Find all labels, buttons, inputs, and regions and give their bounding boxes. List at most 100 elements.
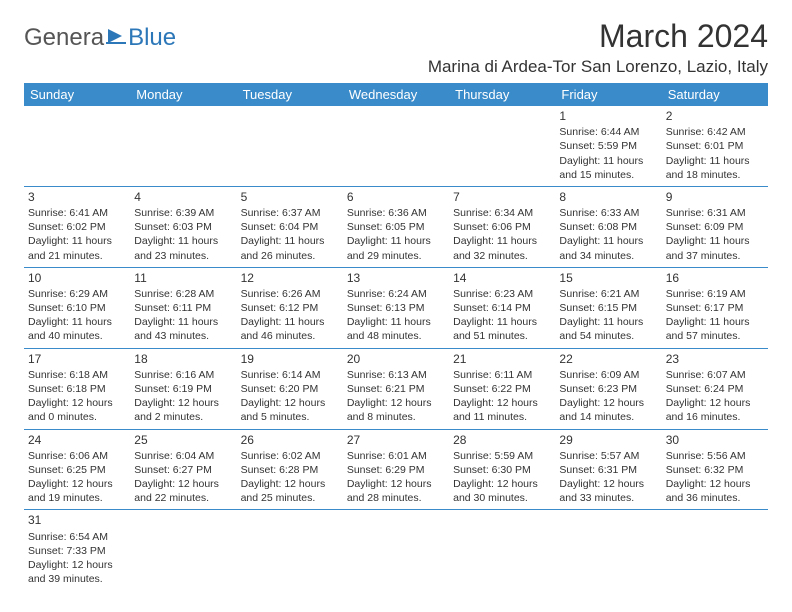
day-number: 23 — [666, 351, 764, 367]
sunset-line: Sunset: 6:32 PM — [666, 463, 764, 477]
day-number: 18 — [134, 351, 232, 367]
calendar-cell — [24, 106, 130, 186]
sunrise-line: Sunrise: 6:26 AM — [241, 287, 339, 301]
daylight-line: Daylight: 11 hours and 48 minutes. — [347, 315, 445, 343]
daylight-line: Daylight: 11 hours and 26 minutes. — [241, 234, 339, 262]
logo: Genera Blue — [24, 24, 176, 52]
weekday-header-row: Sunday Monday Tuesday Wednesday Thursday… — [24, 83, 768, 106]
calendar-cell: 6Sunrise: 6:36 AMSunset: 6:05 PMDaylight… — [343, 186, 449, 267]
day-number: 31 — [28, 512, 126, 528]
sunset-line: Sunset: 6:04 PM — [241, 220, 339, 234]
calendar-cell: 16Sunrise: 6:19 AMSunset: 6:17 PMDayligh… — [662, 267, 768, 348]
daylight-line: Daylight: 12 hours and 19 minutes. — [28, 477, 126, 505]
calendar-cell: 10Sunrise: 6:29 AMSunset: 6:10 PMDayligh… — [24, 267, 130, 348]
sunset-line: Sunset: 6:13 PM — [347, 301, 445, 315]
title-block: March 2024 Marina di Ardea-Tor San Loren… — [428, 18, 768, 77]
sunset-line: Sunset: 6:24 PM — [666, 382, 764, 396]
sunrise-line: Sunrise: 6:23 AM — [453, 287, 551, 301]
logo-text-blue: Blue — [128, 24, 176, 52]
sunset-line: Sunset: 6:12 PM — [241, 301, 339, 315]
sunrise-line: Sunrise: 6:11 AM — [453, 368, 551, 382]
daylight-line: Daylight: 12 hours and 8 minutes. — [347, 396, 445, 424]
sunset-line: Sunset: 6:09 PM — [666, 220, 764, 234]
calendar-cell: 19Sunrise: 6:14 AMSunset: 6:20 PMDayligh… — [237, 348, 343, 429]
sunrise-line: Sunrise: 6:14 AM — [241, 368, 339, 382]
calendar-cell: 4Sunrise: 6:39 AMSunset: 6:03 PMDaylight… — [130, 186, 236, 267]
sunrise-line: Sunrise: 6:34 AM — [453, 206, 551, 220]
calendar-row: 31Sunrise: 6:54 AMSunset: 7:33 PMDayligh… — [24, 510, 768, 590]
daylight-line: Daylight: 12 hours and 30 minutes. — [453, 477, 551, 505]
calendar-cell: 11Sunrise: 6:28 AMSunset: 6:11 PMDayligh… — [130, 267, 236, 348]
day-number: 3 — [28, 189, 126, 205]
day-number: 27 — [347, 432, 445, 448]
weekday-header: Saturday — [662, 83, 768, 106]
sunset-line: Sunset: 6:08 PM — [559, 220, 657, 234]
sunrise-line: Sunrise: 6:44 AM — [559, 125, 657, 139]
calendar-cell — [449, 510, 555, 590]
day-number: 15 — [559, 270, 657, 286]
sunset-line: Sunset: 6:05 PM — [347, 220, 445, 234]
day-number: 14 — [453, 270, 551, 286]
daylight-line: Daylight: 12 hours and 11 minutes. — [453, 396, 551, 424]
calendar-cell: 18Sunrise: 6:16 AMSunset: 6:19 PMDayligh… — [130, 348, 236, 429]
sunset-line: Sunset: 6:10 PM — [28, 301, 126, 315]
sunrise-line: Sunrise: 5:56 AM — [666, 449, 764, 463]
sunrise-line: Sunrise: 6:16 AM — [134, 368, 232, 382]
sunset-line: Sunset: 6:14 PM — [453, 301, 551, 315]
day-number: 1 — [559, 108, 657, 124]
daylight-line: Daylight: 11 hours and 43 minutes. — [134, 315, 232, 343]
sunset-line: Sunset: 6:17 PM — [666, 301, 764, 315]
calendar-cell: 13Sunrise: 6:24 AMSunset: 6:13 PMDayligh… — [343, 267, 449, 348]
daylight-line: Daylight: 11 hours and 15 minutes. — [559, 154, 657, 182]
sunrise-line: Sunrise: 6:13 AM — [347, 368, 445, 382]
sunrise-line: Sunrise: 6:18 AM — [28, 368, 126, 382]
daylight-line: Daylight: 12 hours and 28 minutes. — [347, 477, 445, 505]
daylight-line: Daylight: 12 hours and 22 minutes. — [134, 477, 232, 505]
day-number: 11 — [134, 270, 232, 286]
day-number: 20 — [347, 351, 445, 367]
calendar-cell: 7Sunrise: 6:34 AMSunset: 6:06 PMDaylight… — [449, 186, 555, 267]
calendar-cell — [555, 510, 661, 590]
sunrise-line: Sunrise: 6:36 AM — [347, 206, 445, 220]
weekday-header: Tuesday — [237, 83, 343, 106]
calendar-cell: 9Sunrise: 6:31 AMSunset: 6:09 PMDaylight… — [662, 186, 768, 267]
calendar-cell: 25Sunrise: 6:04 AMSunset: 6:27 PMDayligh… — [130, 429, 236, 510]
calendar-cell: 29Sunrise: 5:57 AMSunset: 6:31 PMDayligh… — [555, 429, 661, 510]
sunrise-line: Sunrise: 6:37 AM — [241, 206, 339, 220]
sunset-line: Sunset: 6:22 PM — [453, 382, 551, 396]
calendar-cell — [449, 106, 555, 186]
sunrise-line: Sunrise: 6:42 AM — [666, 125, 764, 139]
sunset-line: Sunset: 6:18 PM — [28, 382, 126, 396]
daylight-line: Daylight: 11 hours and 51 minutes. — [453, 315, 551, 343]
daylight-line: Daylight: 11 hours and 54 minutes. — [559, 315, 657, 343]
sunrise-line: Sunrise: 6:41 AM — [28, 206, 126, 220]
calendar-cell: 8Sunrise: 6:33 AMSunset: 6:08 PMDaylight… — [555, 186, 661, 267]
daylight-line: Daylight: 12 hours and 39 minutes. — [28, 558, 126, 586]
sunrise-line: Sunrise: 5:59 AM — [453, 449, 551, 463]
daylight-line: Daylight: 11 hours and 21 minutes. — [28, 234, 126, 262]
sunset-line: Sunset: 6:28 PM — [241, 463, 339, 477]
day-number: 4 — [134, 189, 232, 205]
calendar-table: Sunday Monday Tuesday Wednesday Thursday… — [24, 83, 768, 590]
sunrise-line: Sunrise: 6:19 AM — [666, 287, 764, 301]
sunset-line: Sunset: 6:31 PM — [559, 463, 657, 477]
day-number: 8 — [559, 189, 657, 205]
calendar-cell: 2Sunrise: 6:42 AMSunset: 6:01 PMDaylight… — [662, 106, 768, 186]
daylight-line: Daylight: 11 hours and 46 minutes. — [241, 315, 339, 343]
daylight-line: Daylight: 11 hours and 29 minutes. — [347, 234, 445, 262]
daylight-line: Daylight: 12 hours and 0 minutes. — [28, 396, 126, 424]
sunrise-line: Sunrise: 6:28 AM — [134, 287, 232, 301]
calendar-cell: 3Sunrise: 6:41 AMSunset: 6:02 PMDaylight… — [24, 186, 130, 267]
daylight-line: Daylight: 11 hours and 18 minutes. — [666, 154, 764, 182]
day-number: 10 — [28, 270, 126, 286]
day-number: 17 — [28, 351, 126, 367]
flag-icon — [106, 24, 126, 52]
weekday-header: Sunday — [24, 83, 130, 106]
day-number: 6 — [347, 189, 445, 205]
day-number: 9 — [666, 189, 764, 205]
sunrise-line: Sunrise: 6:07 AM — [666, 368, 764, 382]
daylight-line: Daylight: 11 hours and 34 minutes. — [559, 234, 657, 262]
day-number: 30 — [666, 432, 764, 448]
header: Genera Blue March 2024 Marina di Ardea-T… — [24, 18, 768, 77]
calendar-cell: 22Sunrise: 6:09 AMSunset: 6:23 PMDayligh… — [555, 348, 661, 429]
